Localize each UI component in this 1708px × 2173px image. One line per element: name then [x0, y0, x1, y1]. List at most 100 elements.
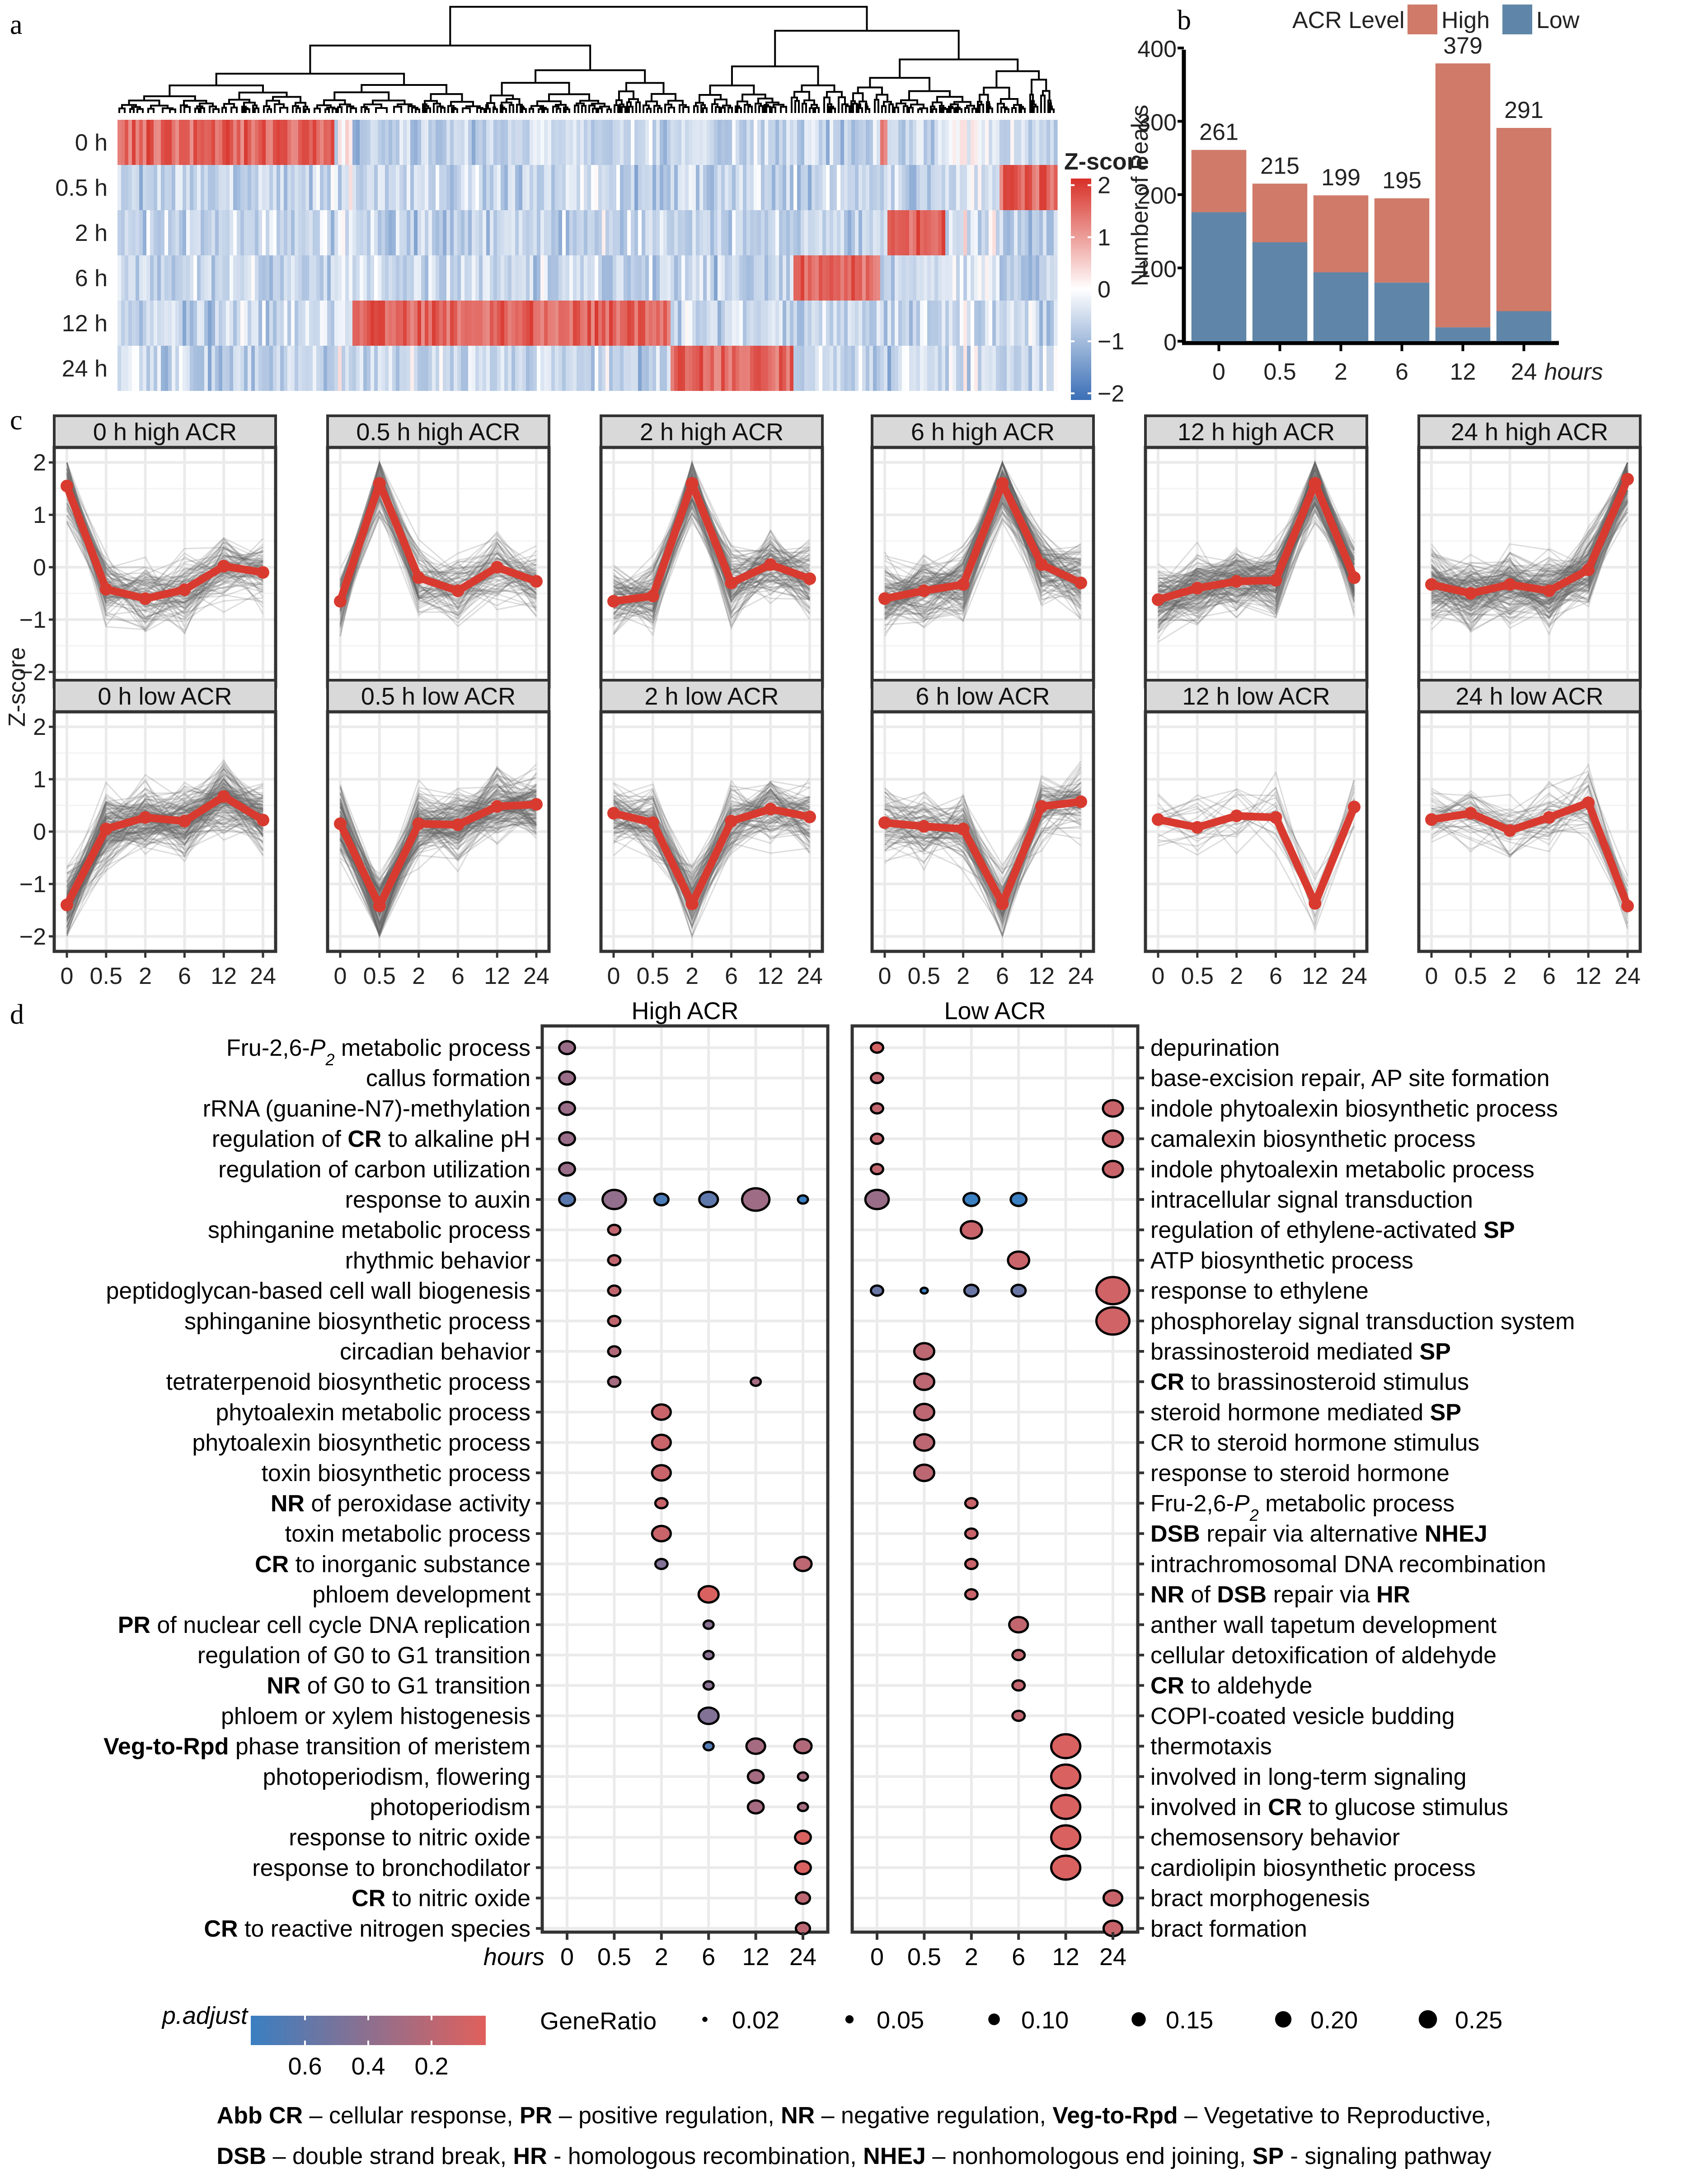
bar-low: [1496, 311, 1552, 341]
dendrogram-branch: [964, 107, 970, 113]
heatmap-cell: [779, 210, 783, 255]
heatmap-cell: [699, 301, 704, 346]
go-term-label: photoperiodism: [370, 1794, 530, 1820]
x-tick-label: 0.5: [637, 963, 669, 989]
heatmap-cell: [942, 120, 946, 165]
dot-point: [702, 1619, 715, 1630]
heatmap-cell: [891, 210, 895, 255]
profile-line: [884, 793, 1081, 918]
heatmap-cell: [663, 346, 667, 391]
x-tick-label: 0: [1425, 963, 1438, 989]
heatmap-cell: [338, 210, 342, 255]
heatmap-cell: [920, 210, 924, 255]
profile-line: [613, 521, 810, 606]
heatmap-cell: [172, 120, 176, 165]
heatmap-cell: [428, 346, 432, 391]
heatmap-cell: [598, 210, 602, 255]
heatmap-cell: [942, 255, 946, 301]
dendrogram-branch: [919, 107, 928, 113]
heatmap-cell: [786, 120, 790, 165]
heatmap-cell: [620, 210, 624, 255]
heatmap-cell: [840, 165, 845, 210]
heatmap-cell: [660, 210, 664, 255]
heatmap-cell: [804, 165, 808, 210]
heatmap-cell: [649, 301, 653, 346]
heatmap-cell: [1014, 301, 1018, 346]
heatmap-cell: [804, 210, 808, 255]
heatmap-cell: [360, 120, 364, 165]
heatmap-cell: [374, 346, 378, 391]
heatmap-cell: [945, 120, 949, 165]
heatmap-cell: [671, 120, 675, 165]
x-tick-label: 6: [1269, 963, 1282, 989]
y-axis-title: Z-score: [4, 647, 30, 727]
dot-point: [964, 1588, 979, 1601]
profile-line: [339, 515, 537, 611]
heatmap-cell: [851, 165, 855, 210]
heatmap-cell: [432, 165, 436, 210]
profile-line: [66, 813, 263, 922]
heatmap-cell: [555, 301, 559, 346]
dendrogram-branch: [581, 104, 587, 113]
heatmap-cell: [291, 210, 295, 255]
heatmap-cell: [522, 255, 526, 301]
heatmap-cell: [269, 255, 273, 301]
heatmap-cell: [638, 301, 642, 346]
heatmap-cell: [262, 346, 266, 391]
profile-line: [1158, 460, 1355, 597]
mean-point: [607, 807, 620, 820]
heatmap-cell: [887, 301, 892, 346]
dot-point: [651, 1403, 672, 1421]
profile-line: [339, 460, 537, 621]
heatmap-cell: [859, 301, 863, 346]
x-tick-label: 2: [412, 963, 425, 989]
heatmap-cell: [801, 210, 805, 255]
heatmap-cell: [960, 346, 964, 391]
heatmap-cell: [154, 120, 158, 165]
heatmap-cell: [331, 210, 335, 255]
heatmap-cell: [750, 301, 754, 346]
heatmap-cell: [385, 255, 389, 301]
heatmap-cell: [399, 346, 404, 391]
heatmap-cell: [783, 120, 787, 165]
heatmap-cell: [154, 255, 158, 301]
legend-swatch-high: [1408, 5, 1437, 34]
profile-line: [339, 798, 537, 936]
profile-line: [339, 790, 537, 917]
heatmap-cell: [924, 165, 928, 210]
heatmap-cell: [374, 210, 378, 255]
heatmap-cell: [768, 346, 772, 391]
dendrogram-branch: [831, 107, 836, 113]
heatmap-cell: [338, 301, 342, 346]
dot-point: [1011, 1679, 1026, 1692]
heatmap-cell: [949, 210, 953, 255]
heatmap-cell: [902, 346, 906, 391]
dot-point: [1095, 1306, 1131, 1336]
heatmap-cell: [873, 120, 877, 165]
facet-title: 6 h high ACR: [911, 419, 1055, 446]
dendrogram-branch: [709, 85, 755, 95]
dotplot-panel-title: High ACR: [631, 997, 738, 1025]
heatmap-cell: [974, 210, 978, 255]
heatmap-cell: [287, 346, 291, 391]
heatmap-cell: [345, 165, 349, 210]
y-tick-label: −2: [19, 924, 46, 950]
dot-point: [558, 1192, 576, 1207]
heatmap-cell: [530, 210, 534, 255]
profile-line: [1158, 501, 1355, 599]
heatmap-cell: [334, 346, 338, 391]
heatmap-cell: [743, 120, 747, 165]
heatmap-cell: [768, 120, 772, 165]
heatmap-cell: [667, 120, 671, 165]
dendrogram-branch: [375, 107, 388, 113]
heatmap-cell: [128, 346, 132, 391]
dendrogram-branch: [829, 106, 834, 113]
y-tick-label: −1: [19, 607, 46, 633]
heatmap-cell: [345, 301, 349, 346]
heatmap-cell: [367, 165, 371, 210]
heatmap-cell: [558, 210, 563, 255]
heatmap-cell: [1003, 210, 1007, 255]
profile-line: [66, 782, 264, 937]
profile-line: [1431, 489, 1628, 615]
heatmap-cell: [909, 301, 913, 346]
